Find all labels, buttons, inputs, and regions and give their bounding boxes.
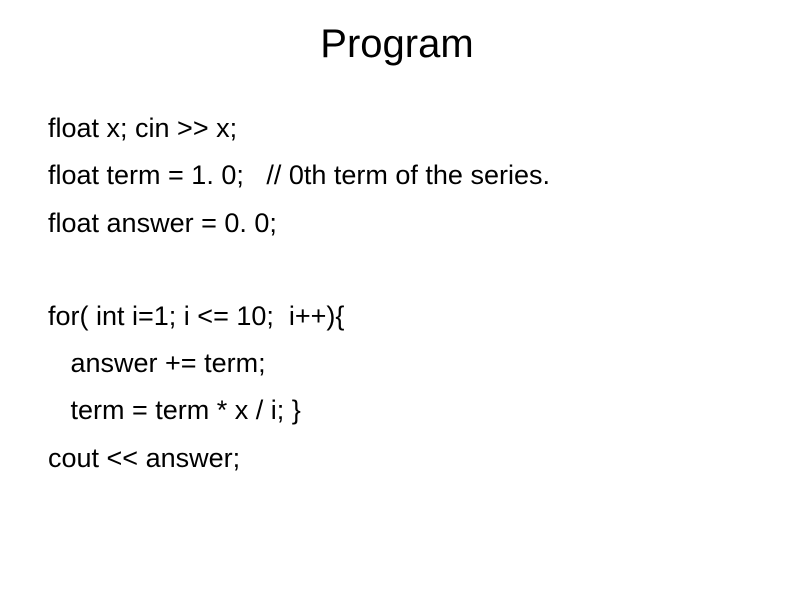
slide: Program float x; cin >> x; float term = …	[0, 0, 794, 595]
blank-line	[48, 247, 746, 293]
code-block: float x; cin >> x; float term = 1. 0; //…	[0, 67, 794, 482]
slide-title: Program	[0, 0, 794, 67]
code-line: cout << answer;	[48, 435, 746, 482]
code-line: for( int i=1; i <= 10; i++){	[48, 293, 746, 340]
code-line: answer += term;	[48, 340, 746, 387]
code-line: float term = 1. 0; // 0th term of the se…	[48, 152, 746, 199]
code-line: float x; cin >> x;	[48, 105, 746, 152]
code-line: float answer = 0. 0;	[48, 200, 746, 247]
code-line: term = term * x / i; }	[48, 387, 746, 434]
